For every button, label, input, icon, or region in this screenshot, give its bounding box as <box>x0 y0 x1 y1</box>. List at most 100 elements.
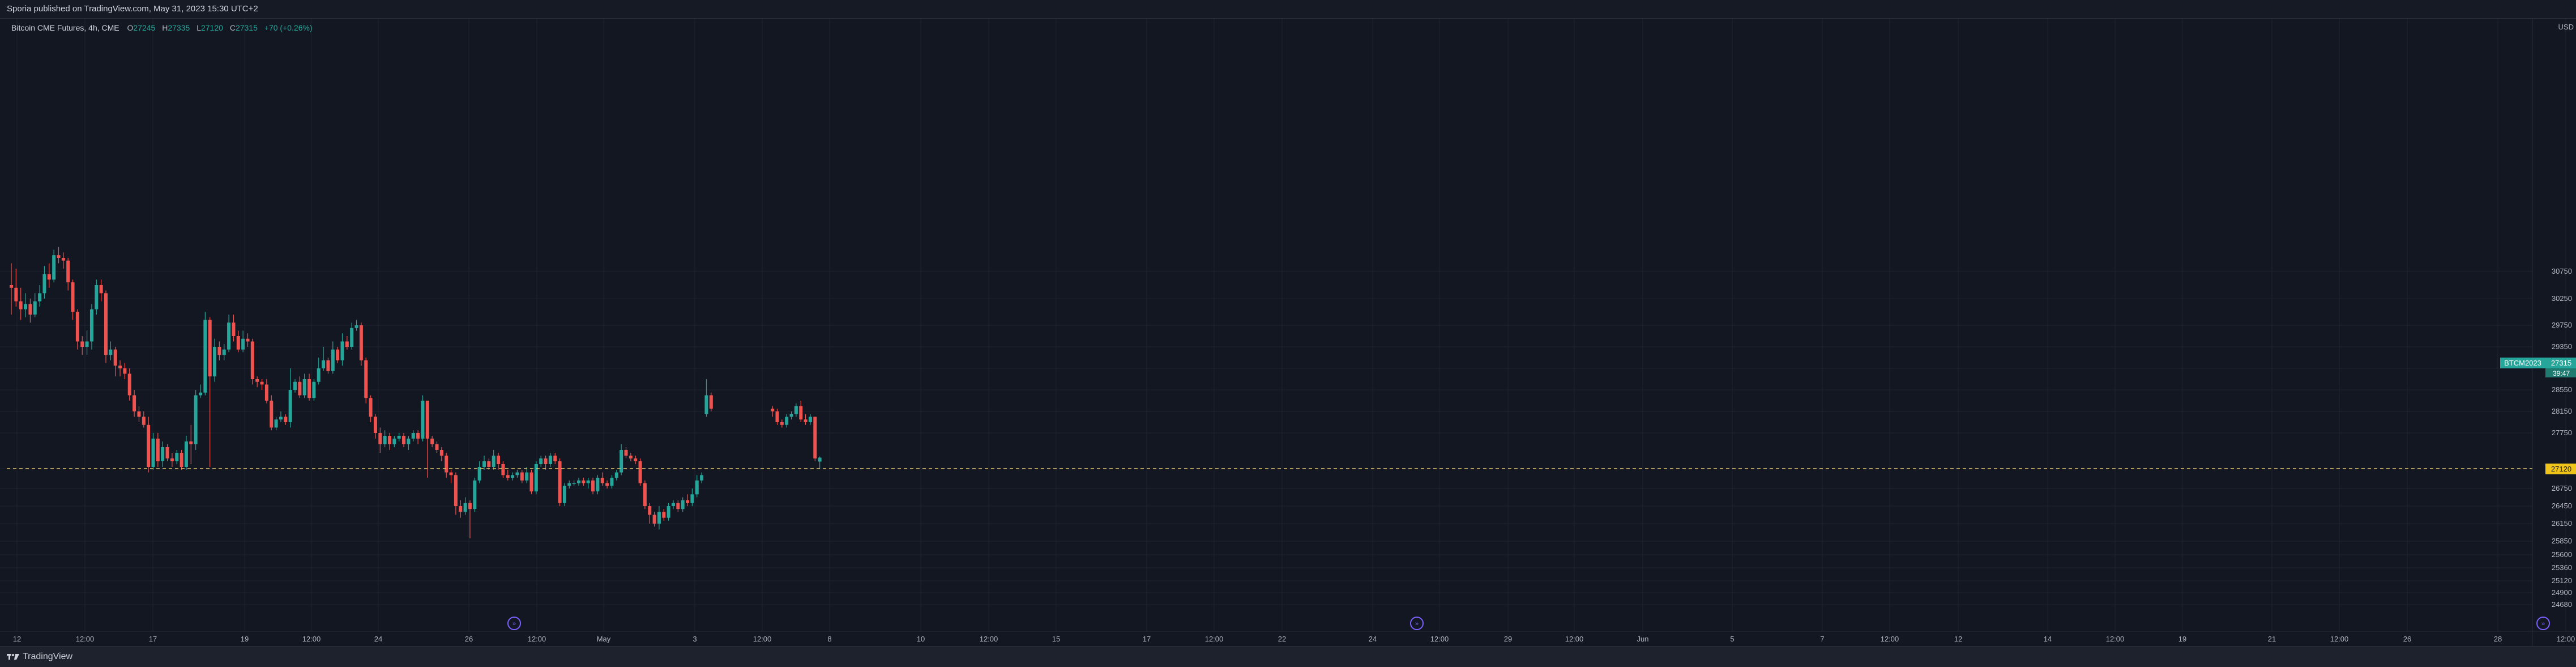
y-tick-label: 25850 <box>2552 537 2572 545</box>
countdown-value: 39:47 <box>2553 369 2570 377</box>
y-tick-label: 30750 <box>2552 267 2572 275</box>
candle-body <box>572 483 576 485</box>
tradingview-logo-icon <box>7 654 19 660</box>
candle-body <box>369 398 373 417</box>
candle-body <box>354 325 358 328</box>
candle <box>170 453 174 467</box>
candle <box>672 500 675 509</box>
candle <box>662 509 666 521</box>
dividend-event-icon <box>507 617 521 630</box>
candle <box>804 414 808 425</box>
candle-body <box>676 503 680 509</box>
candle <box>421 395 425 441</box>
candle <box>700 472 704 483</box>
candle <box>336 347 340 363</box>
candle <box>133 390 136 417</box>
event-marker[interactable]: » <box>507 617 521 630</box>
candle <box>241 330 245 352</box>
legend-high-label: H <box>162 23 168 32</box>
candle-body <box>425 401 429 439</box>
candle-body <box>605 483 609 486</box>
candle <box>288 368 292 428</box>
candle-body <box>775 411 779 422</box>
candle-body <box>582 480 586 483</box>
candle-body <box>246 338 250 342</box>
candle-body <box>19 301 23 309</box>
candle-body <box>142 417 146 425</box>
candle-body <box>686 500 690 503</box>
candle <box>279 411 283 422</box>
candle-body <box>700 475 704 481</box>
candle-body <box>161 447 165 461</box>
candle <box>38 285 42 307</box>
candle <box>459 500 463 518</box>
x-tick-label: 12:00 <box>980 635 998 643</box>
candle <box>780 419 784 428</box>
candle-body <box>709 395 713 409</box>
tradingview-brand[interactable]: TradingView <box>7 652 72 662</box>
candle-body <box>236 336 240 350</box>
candle <box>789 411 793 420</box>
candle <box>255 376 259 388</box>
x-tick-label: 12:00 <box>76 635 95 643</box>
candle-body <box>553 456 557 461</box>
candle <box>14 269 18 307</box>
candle <box>284 414 288 425</box>
candle <box>813 417 817 461</box>
legend-open-label: O <box>127 23 134 32</box>
candle <box>184 436 188 470</box>
candle <box>373 414 377 439</box>
header-bar: Sporia published on TradingView.com, May… <box>0 0 2576 19</box>
candle <box>312 379 316 401</box>
candle <box>80 336 84 355</box>
svg-text:Bitcoin CME Futures, 4h, CME: Bitcoin CME Futures, 4h, CME O27245 H273… <box>11 23 313 32</box>
candle <box>591 478 595 495</box>
candle <box>161 441 165 467</box>
candle-body <box>147 424 151 467</box>
legend: Bitcoin CME Futures, 4h, CME O27245 H273… <box>11 23 313 32</box>
y-tick-label: 24900 <box>2552 588 2572 597</box>
x-tick-label: 12:00 <box>1205 635 1224 643</box>
candle <box>411 430 415 441</box>
candle <box>463 497 467 515</box>
candle <box>99 279 103 301</box>
candle-body <box>222 349 226 355</box>
candle <box>525 467 529 483</box>
x-tick-label: 10 <box>917 635 925 643</box>
candle-body <box>336 349 340 360</box>
time-axis: 12 12:00 17 19 12:00 24 26 12:00 May 3 12:00 8 10 12:… <box>13 635 2575 643</box>
candle <box>302 373 306 398</box>
candle-body <box>520 472 524 481</box>
candle <box>227 315 231 352</box>
candle <box>643 480 647 509</box>
candle <box>75 309 79 350</box>
candle <box>397 433 401 441</box>
candle-body <box>89 309 93 342</box>
chart-area[interactable]: 24680 24900 25120 25360 25600 25850 26150 26450… <box>0 19 2576 646</box>
candle-body <box>165 447 169 458</box>
candle <box>274 417 278 431</box>
candle-body <box>383 436 387 444</box>
candle <box>657 506 661 530</box>
candle-body <box>558 461 562 503</box>
candle <box>388 433 391 450</box>
candle-body <box>529 472 533 492</box>
candle-body <box>610 478 614 486</box>
candle <box>378 427 382 453</box>
svg-text:»: » <box>2541 621 2545 627</box>
candle <box>529 469 533 495</box>
candle <box>818 456 822 469</box>
candle-body <box>326 360 330 371</box>
event-marker[interactable]: » <box>2536 617 2550 630</box>
candle <box>42 266 46 299</box>
event-marker[interactable]: » <box>1410 617 1424 630</box>
candle-body <box>397 436 401 439</box>
last-price-tag: 27315 39:47 BTCM2023 <box>2500 358 2576 377</box>
candle <box>577 478 580 486</box>
candlestick-chart[interactable]: 24680 24900 25120 25360 25600 25850 26150 26450… <box>0 19 2576 646</box>
candle <box>620 444 623 475</box>
candle <box>686 494 690 506</box>
candle-body <box>241 338 245 350</box>
x-tick-label: 12:00 <box>753 635 772 643</box>
candle <box>317 358 321 385</box>
